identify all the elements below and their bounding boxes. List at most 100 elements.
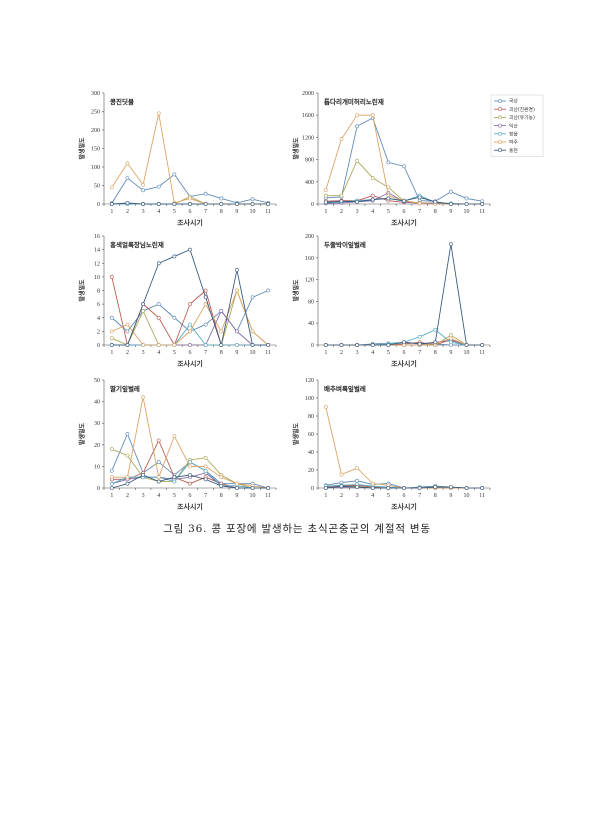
data-point <box>323 486 328 490</box>
data-point <box>125 322 130 327</box>
data-point <box>235 288 239 293</box>
data-point <box>235 202 239 206</box>
data-point <box>125 453 130 458</box>
x-tick-label: 5 <box>173 493 176 499</box>
series-paju <box>109 111 271 206</box>
y-tick-label: 120 <box>305 278 314 284</box>
chart-title: 톱다리개미허리노린재 <box>324 97 384 106</box>
data-point <box>235 343 239 347</box>
data-point <box>449 189 453 194</box>
data-point <box>203 295 208 300</box>
data-point <box>323 343 328 347</box>
legend-item-hongcheon: 홍천 <box>494 147 518 154</box>
data-point <box>339 137 344 141</box>
x-tick-label: 1 <box>324 350 327 356</box>
data-point <box>370 481 375 486</box>
data-point <box>141 202 145 206</box>
y-tick-label: 16 <box>94 234 100 240</box>
y-tick-label: 0 <box>311 486 314 492</box>
y-tick-label: 40 <box>308 450 314 456</box>
data-point <box>203 202 208 206</box>
x-tick-label: 9 <box>235 209 238 215</box>
x-tick-label: 6 <box>189 350 192 356</box>
data-point <box>417 342 422 346</box>
legend-swatch-marker <box>498 131 502 136</box>
data-point <box>355 113 359 118</box>
data-point <box>266 486 271 490</box>
data-point <box>188 460 192 464</box>
y-tick-label: 20 <box>94 443 100 449</box>
x-tick-label: 10 <box>250 209 256 215</box>
y-tick-label: 400 <box>305 180 314 186</box>
x-tick-label: 1 <box>110 209 113 215</box>
data-point <box>188 329 192 334</box>
chart-title: 홍색얼룩장님노린재 <box>110 240 164 249</box>
data-point <box>449 485 453 490</box>
data-point <box>449 202 453 206</box>
legend-swatch-marker <box>498 107 502 112</box>
data-point <box>141 309 145 313</box>
x-tick-label: 3 <box>356 209 359 215</box>
data-point <box>417 334 422 339</box>
x-tick-label: 2 <box>126 209 129 215</box>
y-tick-label: 4 <box>97 316 100 322</box>
data-point <box>188 464 192 469</box>
data-point <box>219 329 224 334</box>
x-tick-label: 5 <box>387 209 390 215</box>
data-point <box>172 475 177 480</box>
x-tick-label: 5 <box>173 209 176 215</box>
x-tick-label: 4 <box>371 209 374 215</box>
series-paju <box>323 405 485 490</box>
y-tick-label: 50 <box>94 184 100 190</box>
x-tick-label: 11 <box>265 209 271 215</box>
y-tick-label: 12 <box>94 261 100 267</box>
y-tick-label: 0 <box>311 343 314 349</box>
x-tick-label: 8 <box>220 350 223 356</box>
data-point <box>172 315 177 320</box>
x-tick-label: 3 <box>142 493 145 499</box>
x-tick-label: 4 <box>371 493 374 499</box>
data-point <box>449 340 453 345</box>
x-tick-label: 2 <box>340 350 343 356</box>
x-tick-label: 11 <box>479 209 485 215</box>
legend-swatch-marker <box>498 123 502 128</box>
x-tick-label: 4 <box>157 350 160 356</box>
x-tick-label: 5 <box>387 493 390 499</box>
y-tick-label: 10 <box>94 464 100 470</box>
data-point <box>141 473 145 477</box>
data-point <box>203 302 208 307</box>
data-point <box>125 200 130 205</box>
chart-title: 배추벼룩잎벌레 <box>324 384 366 393</box>
data-point <box>250 343 255 347</box>
x-tick-label: 10 <box>464 350 470 356</box>
data-point <box>464 486 469 490</box>
data-point <box>417 201 422 206</box>
data-point <box>266 343 271 347</box>
data-point <box>172 172 177 177</box>
chart-6: 0 20 40 60 80 100 120 1 2 3 4 5 6 7 8 9 10 11 배추벼룩잎벌레발생밀도조… <box>292 378 491 511</box>
data-point <box>203 288 208 293</box>
x-tick-label: 8 <box>434 209 437 215</box>
series-line <box>111 440 269 489</box>
legend-label: 익산 <box>509 122 518 129</box>
x-tick-label: 8 <box>434 493 437 499</box>
data-point <box>355 466 359 471</box>
series-hongcheon <box>109 247 271 347</box>
data-point <box>203 477 208 482</box>
data-point <box>250 329 255 334</box>
data-point <box>188 473 192 477</box>
data-point <box>141 188 145 193</box>
series-hongcheon <box>109 473 271 490</box>
data-point <box>156 184 161 189</box>
data-point <box>156 475 161 480</box>
series-paju <box>109 395 271 490</box>
x-tick-label: 6 <box>403 350 406 356</box>
data-point <box>109 202 114 206</box>
data-point <box>203 468 208 473</box>
y-tick-label: 100 <box>91 165 100 171</box>
data-point <box>370 343 375 347</box>
x-axis-label: 조사시기 <box>391 502 417 511</box>
